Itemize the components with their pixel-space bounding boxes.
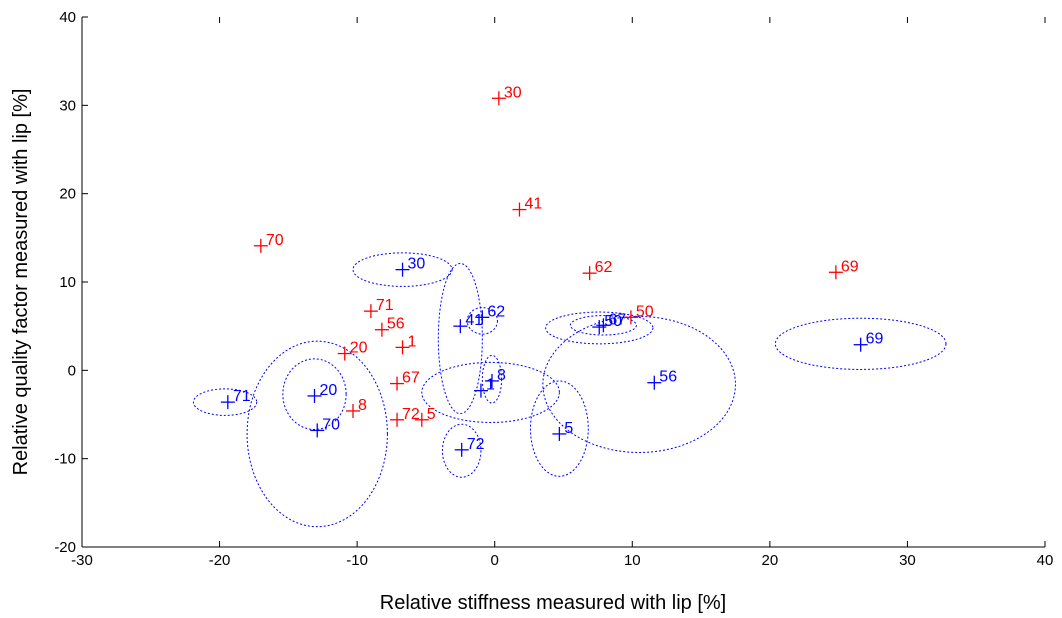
point-label: 5 — [427, 406, 436, 423]
ellipse-50 — [545, 311, 654, 345]
point-label: 41 — [465, 312, 483, 329]
x-tick-label: 0 — [491, 552, 499, 569]
ellipse-70 — [246, 340, 388, 528]
point-label: 67 — [402, 370, 420, 387]
point-72: 72 — [454, 436, 485, 457]
point-label: 1 — [408, 333, 417, 350]
point-41: 41 — [453, 312, 483, 334]
y-tick-label: 20 — [59, 186, 76, 203]
point-20: 20 — [337, 340, 368, 361]
confidence-ellipses — [192, 252, 947, 528]
ellipse-41 — [437, 262, 483, 415]
point-label: 20 — [350, 340, 368, 357]
y-axis-label: Relative quality factor measured with li… — [10, 89, 32, 476]
point-label: 50 — [636, 303, 654, 320]
point-label: 72 — [467, 436, 485, 453]
x-axis-label: Relative stiffness measured with lip [%] — [380, 592, 726, 614]
point-5: 5 — [414, 406, 436, 427]
point-71: 71 — [220, 388, 251, 410]
point-label: 71 — [376, 297, 394, 314]
point-70: 70 — [253, 232, 284, 253]
point-30: 30 — [395, 256, 426, 277]
point-label: 71 — [233, 388, 251, 405]
point-label: 56 — [659, 369, 677, 386]
y-tick-label: 40 — [59, 9, 76, 26]
point-label: 62 — [487, 303, 505, 320]
point-label: 1 — [486, 377, 495, 394]
point-label: 70 — [266, 232, 284, 249]
ellipse-56 — [542, 315, 736, 453]
point-label: 72 — [402, 406, 420, 423]
ellipse-71 — [192, 388, 258, 416]
ellipse-72 — [441, 423, 482, 478]
point-label: 8 — [358, 397, 367, 414]
x-tick-label: 20 — [762, 552, 779, 569]
point-67: 67 — [596, 311, 626, 333]
point-62: 62 — [582, 259, 613, 281]
point-50: 50 — [623, 303, 654, 325]
point-label: 67 — [608, 311, 626, 328]
point-71: 71 — [363, 297, 394, 319]
point-label: 30 — [504, 84, 522, 101]
ellipse-20 — [282, 358, 347, 431]
y-tick-label: 0 — [68, 362, 76, 379]
point-1: 1 — [395, 333, 417, 355]
x-tick-label: -30 — [71, 552, 93, 569]
point-69: 69 — [828, 258, 859, 280]
point-label: 30 — [408, 256, 426, 273]
point-8: 8 — [484, 367, 506, 388]
point-label: 62 — [595, 259, 613, 276]
point-label: 41 — [524, 196, 542, 213]
x-tick-label: -20 — [209, 552, 231, 569]
point-30: 30 — [491, 84, 522, 106]
ellipse-8 — [481, 354, 503, 404]
point-20: 20 — [307, 382, 337, 403]
ellipse-5 — [529, 380, 589, 477]
x-ticks: -30 -20 -10 0 10 20 30 40 — [71, 17, 1053, 569]
point-label: 70 — [322, 416, 340, 433]
ellipse-69 — [774, 317, 947, 370]
point-label: 56 — [387, 316, 405, 333]
ellipse-62 — [466, 307, 498, 335]
point-label: 20 — [319, 382, 337, 399]
point-5: 5 — [552, 420, 573, 441]
y-ticks: -20 -10 0 10 20 30 40 — [54, 9, 88, 556]
y-tick-label: -10 — [54, 451, 76, 468]
x-tick-label: 10 — [624, 552, 641, 569]
point-67: 67 — [390, 370, 420, 391]
ellipse-30 — [352, 252, 453, 287]
y-tick-label: 10 — [59, 274, 76, 291]
ellipse-1 — [421, 361, 560, 423]
point-8: 8 — [346, 397, 367, 418]
point-62: 62 — [475, 303, 505, 325]
point-72: 72 — [390, 406, 420, 427]
point-56: 56 — [647, 369, 677, 390]
x-tick-label: 40 — [1037, 552, 1054, 569]
point-41: 41 — [512, 196, 542, 217]
point-1: 1 — [473, 377, 495, 398]
plot-area — [82, 17, 1045, 547]
point-70: 70 — [310, 416, 340, 438]
point-label: 8 — [497, 367, 506, 384]
point-56: 56 — [374, 316, 405, 337]
ellipse-67 — [569, 315, 637, 336]
x-tick-label: 30 — [899, 552, 916, 569]
x-tick-label: -10 — [346, 552, 368, 569]
y-tick-label: -20 — [54, 539, 76, 556]
y-tick-label: 30 — [59, 97, 76, 114]
point-69: 69 — [853, 331, 884, 352]
point-label: 69 — [866, 331, 884, 348]
point-label: 69 — [841, 258, 859, 275]
point-label: 5 — [564, 420, 573, 437]
